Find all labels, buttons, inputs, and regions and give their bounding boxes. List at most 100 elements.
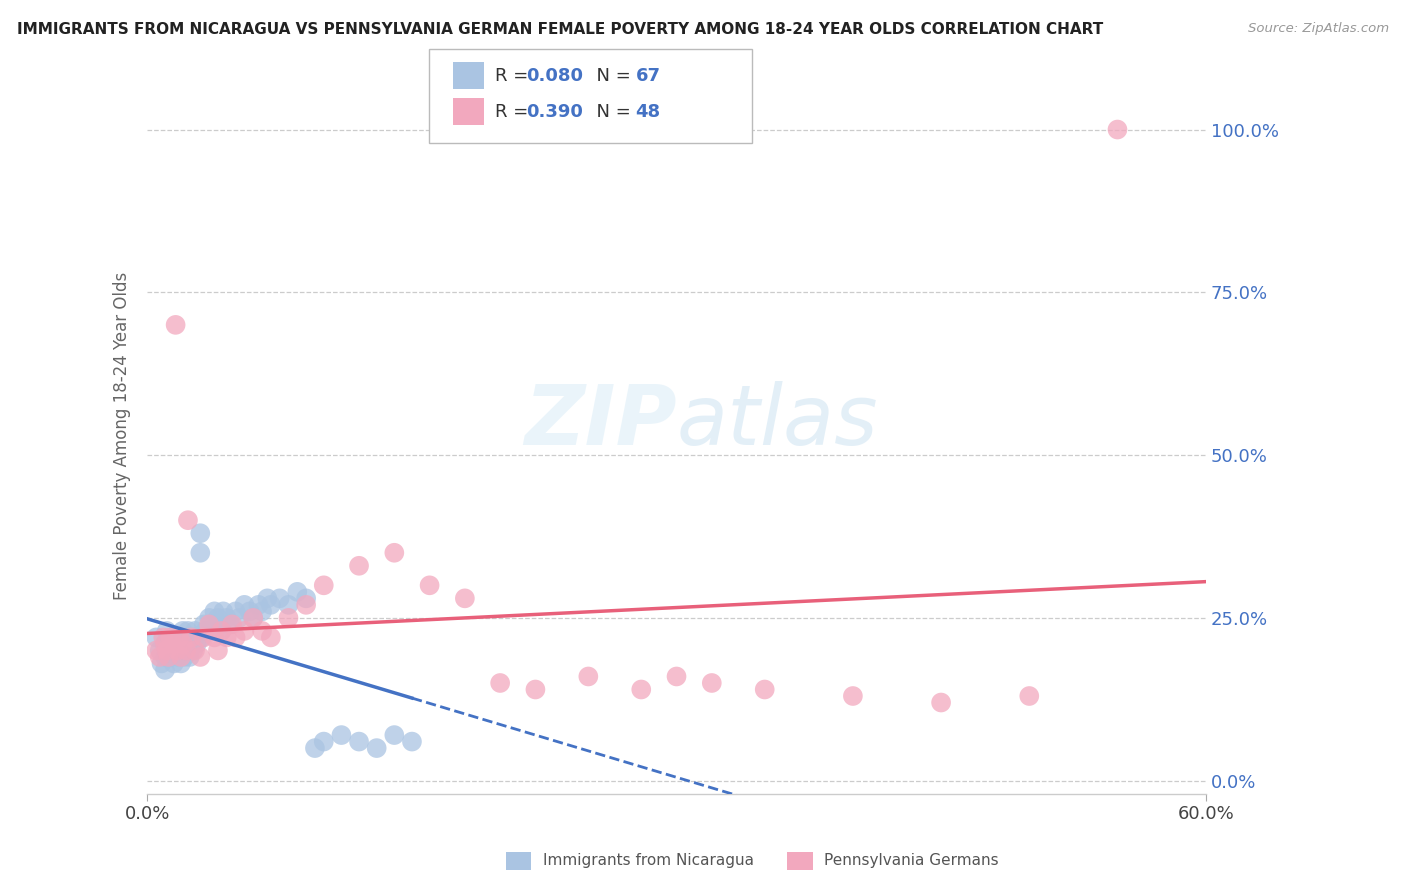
- Point: [166, 643, 188, 657]
- Point: [193, 617, 215, 632]
- Point: [159, 649, 181, 664]
- Point: [165, 637, 187, 651]
- Point: [184, 624, 207, 638]
- Text: 0.390: 0.390: [526, 103, 582, 120]
- Point: [167, 631, 190, 645]
- Text: N =: N =: [585, 67, 637, 85]
- Point: [186, 637, 208, 651]
- Point: [382, 728, 405, 742]
- Point: [170, 657, 193, 671]
- Point: [160, 631, 183, 645]
- Text: 67: 67: [636, 67, 661, 85]
- Text: 0.080: 0.080: [526, 67, 583, 85]
- Point: [200, 617, 222, 632]
- Point: [269, 591, 291, 606]
- Point: [211, 624, 233, 638]
- Point: [233, 624, 256, 638]
- Point: [177, 643, 200, 657]
- Point: [366, 741, 388, 756]
- Point: [188, 546, 211, 560]
- Point: [174, 631, 197, 645]
- Point: [304, 741, 326, 756]
- Text: N =: N =: [585, 103, 637, 120]
- Point: [198, 611, 221, 625]
- Point: [419, 578, 441, 592]
- Point: [159, 631, 181, 645]
- Point: [285, 584, 308, 599]
- Point: [347, 558, 370, 573]
- Point: [165, 318, 187, 332]
- Point: [166, 649, 188, 664]
- Point: [1018, 689, 1040, 703]
- Point: [256, 591, 278, 606]
- Point: [242, 611, 264, 625]
- Point: [215, 631, 238, 645]
- Point: [167, 631, 190, 645]
- Point: [215, 611, 238, 625]
- Point: [145, 643, 167, 657]
- Point: [225, 604, 247, 618]
- Point: [277, 598, 299, 612]
- Text: R =: R =: [495, 103, 534, 120]
- Point: [173, 649, 195, 664]
- Point: [242, 611, 264, 625]
- Point: [180, 631, 202, 645]
- Point: [665, 669, 688, 683]
- Point: [1107, 122, 1129, 136]
- Point: [167, 643, 190, 657]
- Point: [188, 649, 211, 664]
- Point: [250, 604, 273, 618]
- Point: [163, 657, 186, 671]
- Text: Pennsylvania Germans: Pennsylvania Germans: [824, 854, 998, 868]
- Point: [180, 631, 202, 645]
- Point: [239, 604, 262, 618]
- Text: IMMIGRANTS FROM NICARAGUA VS PENNSYLVANIA GERMAN FEMALE POVERTY AMONG 18-24 YEAR: IMMIGRANTS FROM NICARAGUA VS PENNSYLVANI…: [17, 22, 1104, 37]
- Point: [153, 649, 176, 664]
- Point: [212, 604, 235, 618]
- Point: [489, 676, 512, 690]
- Point: [700, 676, 723, 690]
- Point: [454, 591, 477, 606]
- Point: [347, 734, 370, 748]
- Point: [277, 611, 299, 625]
- Point: [312, 578, 335, 592]
- Point: [150, 657, 173, 671]
- Point: [201, 624, 224, 638]
- Point: [172, 637, 194, 651]
- Point: [172, 637, 194, 651]
- Y-axis label: Female Poverty Among 18-24 Year Olds: Female Poverty Among 18-24 Year Olds: [114, 271, 131, 599]
- Text: ZIP: ZIP: [524, 381, 676, 462]
- Point: [576, 669, 599, 683]
- Point: [250, 624, 273, 638]
- Point: [153, 637, 176, 651]
- Point: [221, 617, 243, 632]
- Point: [188, 526, 211, 541]
- Point: [153, 663, 176, 677]
- Point: [208, 617, 231, 632]
- Point: [260, 631, 283, 645]
- Point: [153, 637, 176, 651]
- Point: [198, 617, 221, 632]
- Text: Source: ZipAtlas.com: Source: ZipAtlas.com: [1249, 22, 1389, 36]
- Point: [401, 734, 423, 748]
- Text: 48: 48: [636, 103, 661, 120]
- Point: [228, 611, 250, 625]
- Point: [173, 643, 195, 657]
- Point: [177, 513, 200, 527]
- Point: [172, 624, 194, 638]
- Point: [211, 624, 233, 638]
- Point: [174, 637, 197, 651]
- Point: [929, 696, 952, 710]
- Text: atlas: atlas: [676, 381, 879, 462]
- Point: [225, 631, 247, 645]
- Point: [295, 591, 318, 606]
- Point: [204, 604, 226, 618]
- Text: R =: R =: [495, 67, 534, 85]
- Point: [149, 649, 172, 664]
- Point: [163, 637, 186, 651]
- Point: [754, 682, 776, 697]
- Point: [191, 631, 214, 645]
- Point: [842, 689, 865, 703]
- Point: [149, 643, 172, 657]
- Point: [193, 631, 215, 645]
